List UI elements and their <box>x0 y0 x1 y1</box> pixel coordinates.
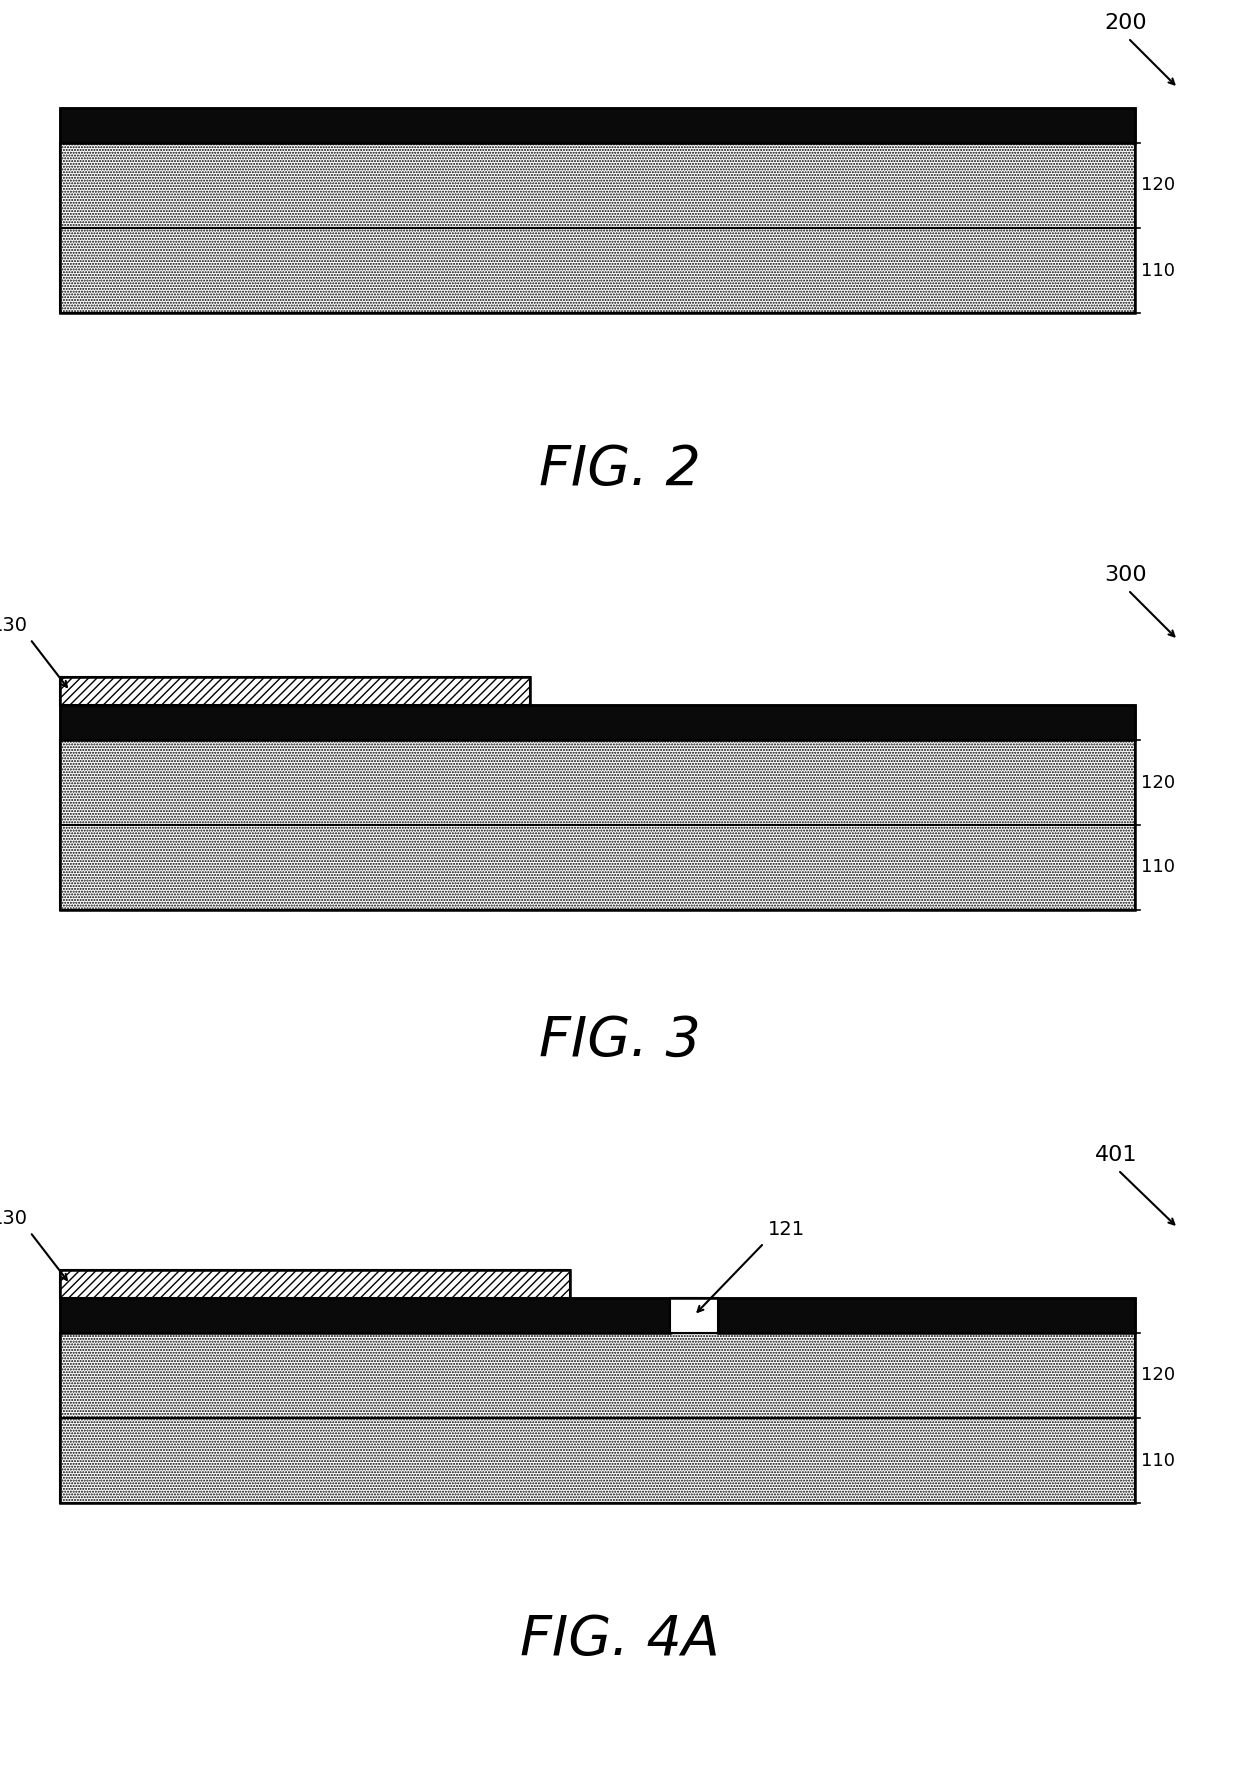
Bar <box>60 1418 1135 1504</box>
Text: 120: 120 <box>1141 177 1176 195</box>
Bar <box>60 1298 1135 1504</box>
Text: 120: 120 <box>1141 773 1176 791</box>
Bar <box>60 739 1135 825</box>
Text: FIG. 3: FIG. 3 <box>539 1013 701 1066</box>
Bar <box>60 1332 1135 1418</box>
Text: 110: 110 <box>1141 1452 1176 1470</box>
Bar <box>60 107 1135 313</box>
Bar <box>670 1298 718 1332</box>
Bar <box>60 677 529 705</box>
Bar <box>60 677 529 705</box>
Text: 121: 121 <box>768 1220 805 1239</box>
Text: 130: 130 <box>0 616 29 636</box>
Text: FIG. 4A: FIG. 4A <box>520 1613 720 1666</box>
Bar <box>60 705 1135 911</box>
Text: 200: 200 <box>1105 13 1147 32</box>
Bar <box>718 1298 1135 1332</box>
Bar <box>60 1270 570 1298</box>
Bar <box>60 143 1135 229</box>
Text: 110: 110 <box>1141 859 1176 877</box>
Text: 120: 120 <box>1141 1366 1176 1384</box>
Text: 110: 110 <box>1141 261 1176 279</box>
Bar <box>60 107 1135 143</box>
Bar <box>60 1270 570 1298</box>
Text: 401: 401 <box>1095 1145 1137 1164</box>
Bar <box>60 705 1135 739</box>
Bar <box>60 1298 670 1332</box>
Bar <box>60 229 1135 313</box>
Text: 130: 130 <box>0 1209 29 1229</box>
Text: FIG. 2: FIG. 2 <box>539 443 701 497</box>
Bar <box>60 825 1135 911</box>
Text: 300: 300 <box>1105 564 1147 586</box>
